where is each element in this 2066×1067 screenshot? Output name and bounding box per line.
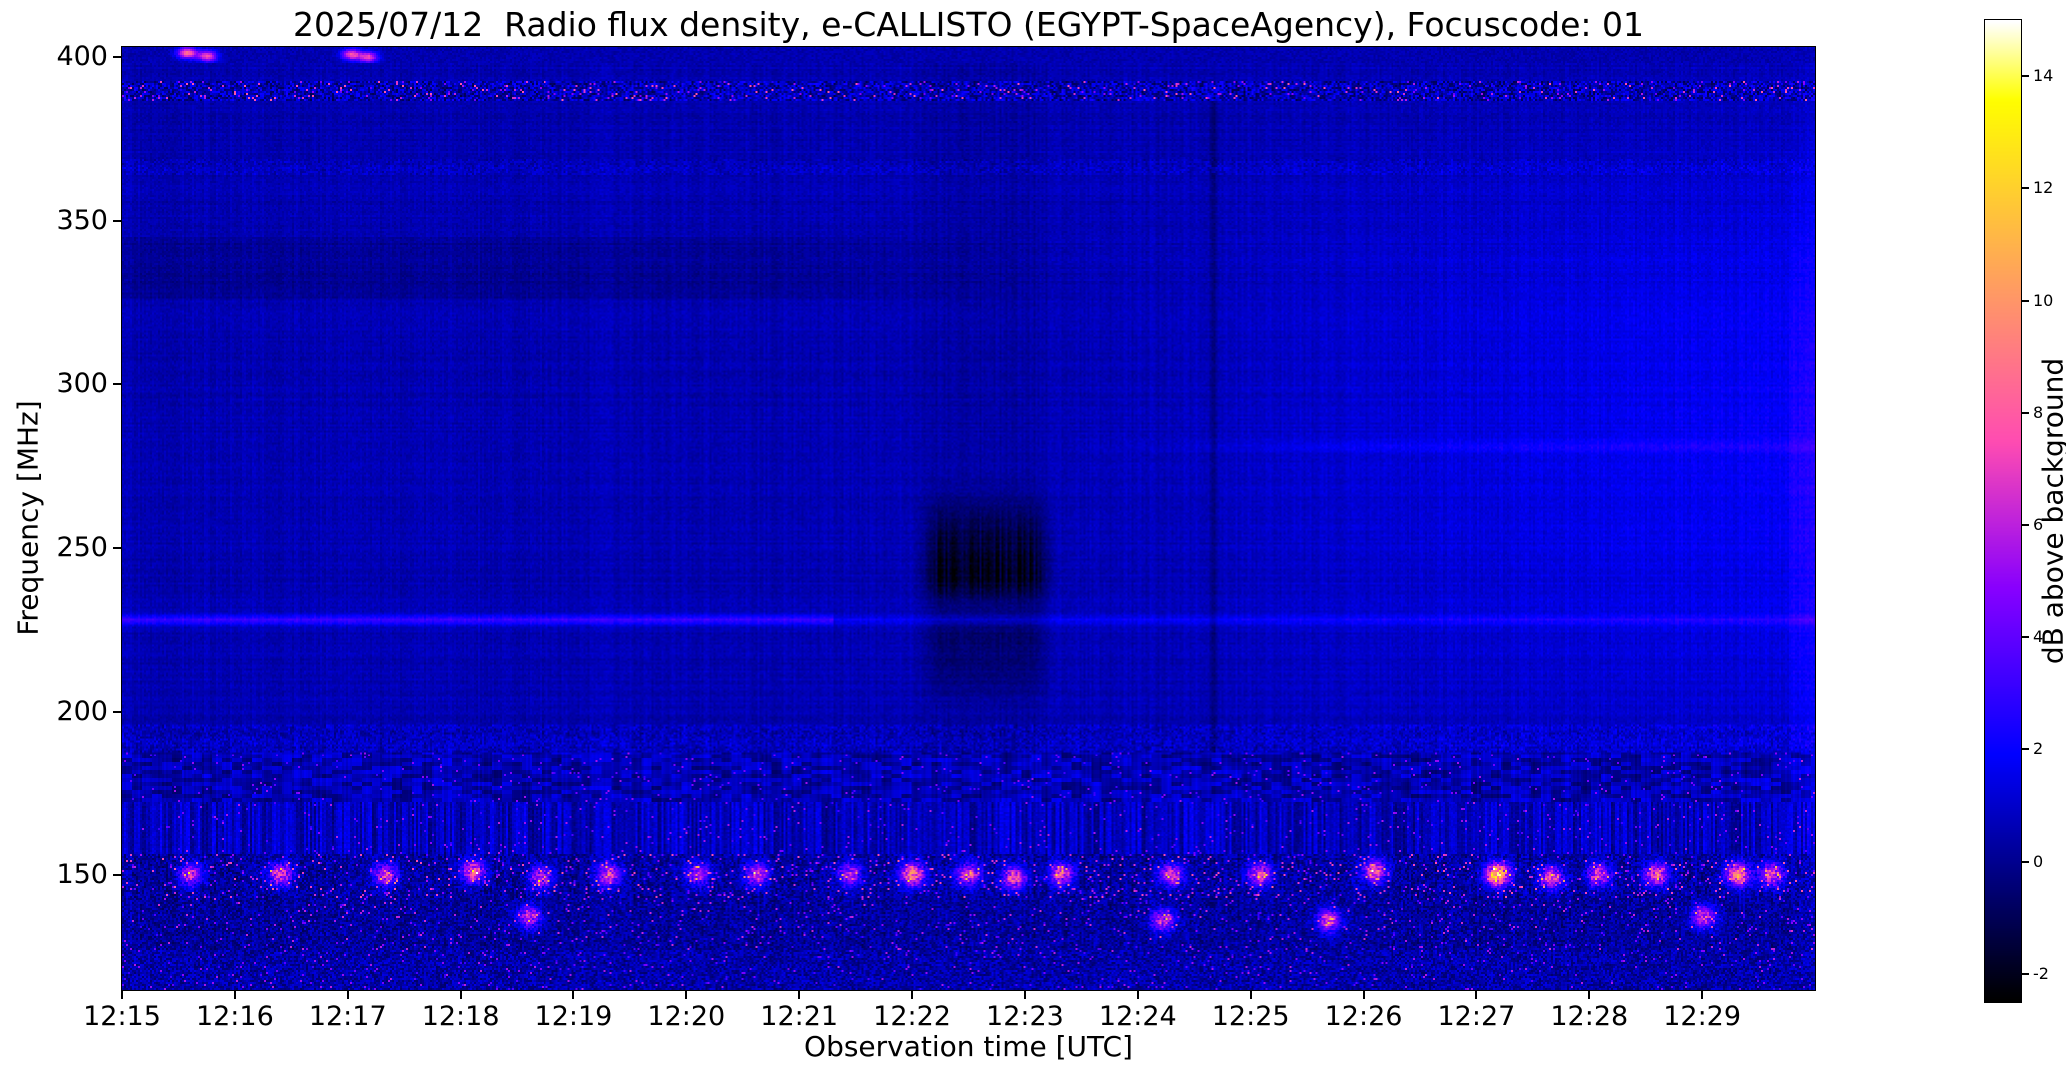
x-tick-label: 12:23 [986, 1001, 1064, 1032]
y-tick-label: 250 [56, 531, 108, 563]
colorbar-tick-mark [2022, 299, 2029, 302]
x-tick-label: 12:17 [308, 1001, 387, 1032]
y-tick-mark [113, 219, 121, 222]
colorbar-gradient [1985, 20, 2021, 1002]
x-tick-mark [1588, 991, 1591, 999]
colorbar-tick-mark [2022, 524, 2029, 527]
x-tick-label: 12:19 [534, 1001, 613, 1032]
plot-area [121, 46, 1816, 991]
x-tick-label: 12:21 [760, 1001, 839, 1032]
x-tick-mark [911, 991, 914, 999]
colorbar-tick-mark [2022, 75, 2029, 78]
y-tick-label: 150 [56, 859, 108, 891]
x-tick-mark [685, 991, 688, 999]
colorbar-tick-label: 14 [2033, 66, 2054, 86]
x-tick-mark [1701, 991, 1704, 999]
colorbar-tick-label: 10 [2033, 290, 2054, 310]
colorbar-tick-mark [2022, 860, 2029, 863]
x-tick-mark [121, 991, 123, 999]
colorbar-tick-label: 8 [2033, 402, 2044, 422]
x-tick-label: 12:27 [1437, 1001, 1516, 1032]
x-tick-label: 12:16 [195, 1001, 274, 1032]
y-tick-label: 300 [56, 368, 108, 400]
x-tick-mark [798, 991, 801, 999]
y-tick-label: 350 [56, 204, 108, 236]
x-tick-mark [1249, 991, 1252, 999]
colorbar-tick-mark [2022, 748, 2029, 751]
x-tick-label: 12:20 [647, 1001, 726, 1032]
colorbar-tick-mark [2022, 187, 2029, 190]
spectrogram-heatmap [122, 47, 1815, 990]
x-tick-label: 12:26 [1324, 1001, 1403, 1032]
x-tick-label: 12:28 [1550, 1001, 1629, 1032]
y-tick-mark [113, 546, 121, 549]
x-tick-label: 12:22 [873, 1001, 951, 1032]
x-tick-mark [1362, 991, 1365, 999]
colorbar-label: dB above background [2036, 357, 2066, 665]
y-tick-mark [113, 710, 121, 713]
y-tick-label: 400 [56, 40, 108, 72]
x-tick-label: 12:29 [1663, 1001, 1742, 1032]
colorbar [1984, 19, 2022, 1003]
colorbar-tick-label: 4 [2033, 627, 2044, 647]
colorbar-tick-mark [2022, 972, 2029, 975]
x-tick-mark [1136, 991, 1139, 999]
y-tick-mark [113, 383, 121, 386]
colorbar-tick-mark [2022, 411, 2029, 414]
y-axis-label: Frequency [MHz] [11, 400, 45, 636]
y-tick-mark [113, 55, 121, 58]
x-tick-mark [572, 991, 575, 999]
x-tick-mark [1023, 991, 1026, 999]
colorbar-tick-label: 2 [2033, 739, 2044, 759]
colorbar-tick-label: 0 [2033, 851, 2044, 871]
y-tick-label: 200 [56, 695, 108, 727]
colorbar-tick-label: 6 [2033, 515, 2044, 535]
x-axis-label: Observation time [UTC] [804, 1030, 1133, 1063]
x-tick-label: 12:18 [421, 1001, 500, 1032]
colorbar-tick-mark [2022, 636, 2029, 639]
x-tick-label: 12:15 [83, 1001, 161, 1032]
y-tick-mark [113, 874, 121, 877]
x-tick-label: 12:25 [1211, 1001, 1290, 1032]
x-tick-mark [233, 991, 236, 999]
x-tick-mark [1475, 991, 1478, 999]
colorbar-tick-label: 12 [2033, 178, 2054, 198]
x-tick-label: 12:24 [1098, 1001, 1177, 1032]
chart-title: 2025/07/12 Radio flux density, e-CALLIST… [292, 5, 1644, 44]
x-tick-mark [346, 991, 349, 999]
x-tick-mark [459, 991, 462, 999]
colorbar-tick-label: -2 [2033, 963, 2049, 983]
